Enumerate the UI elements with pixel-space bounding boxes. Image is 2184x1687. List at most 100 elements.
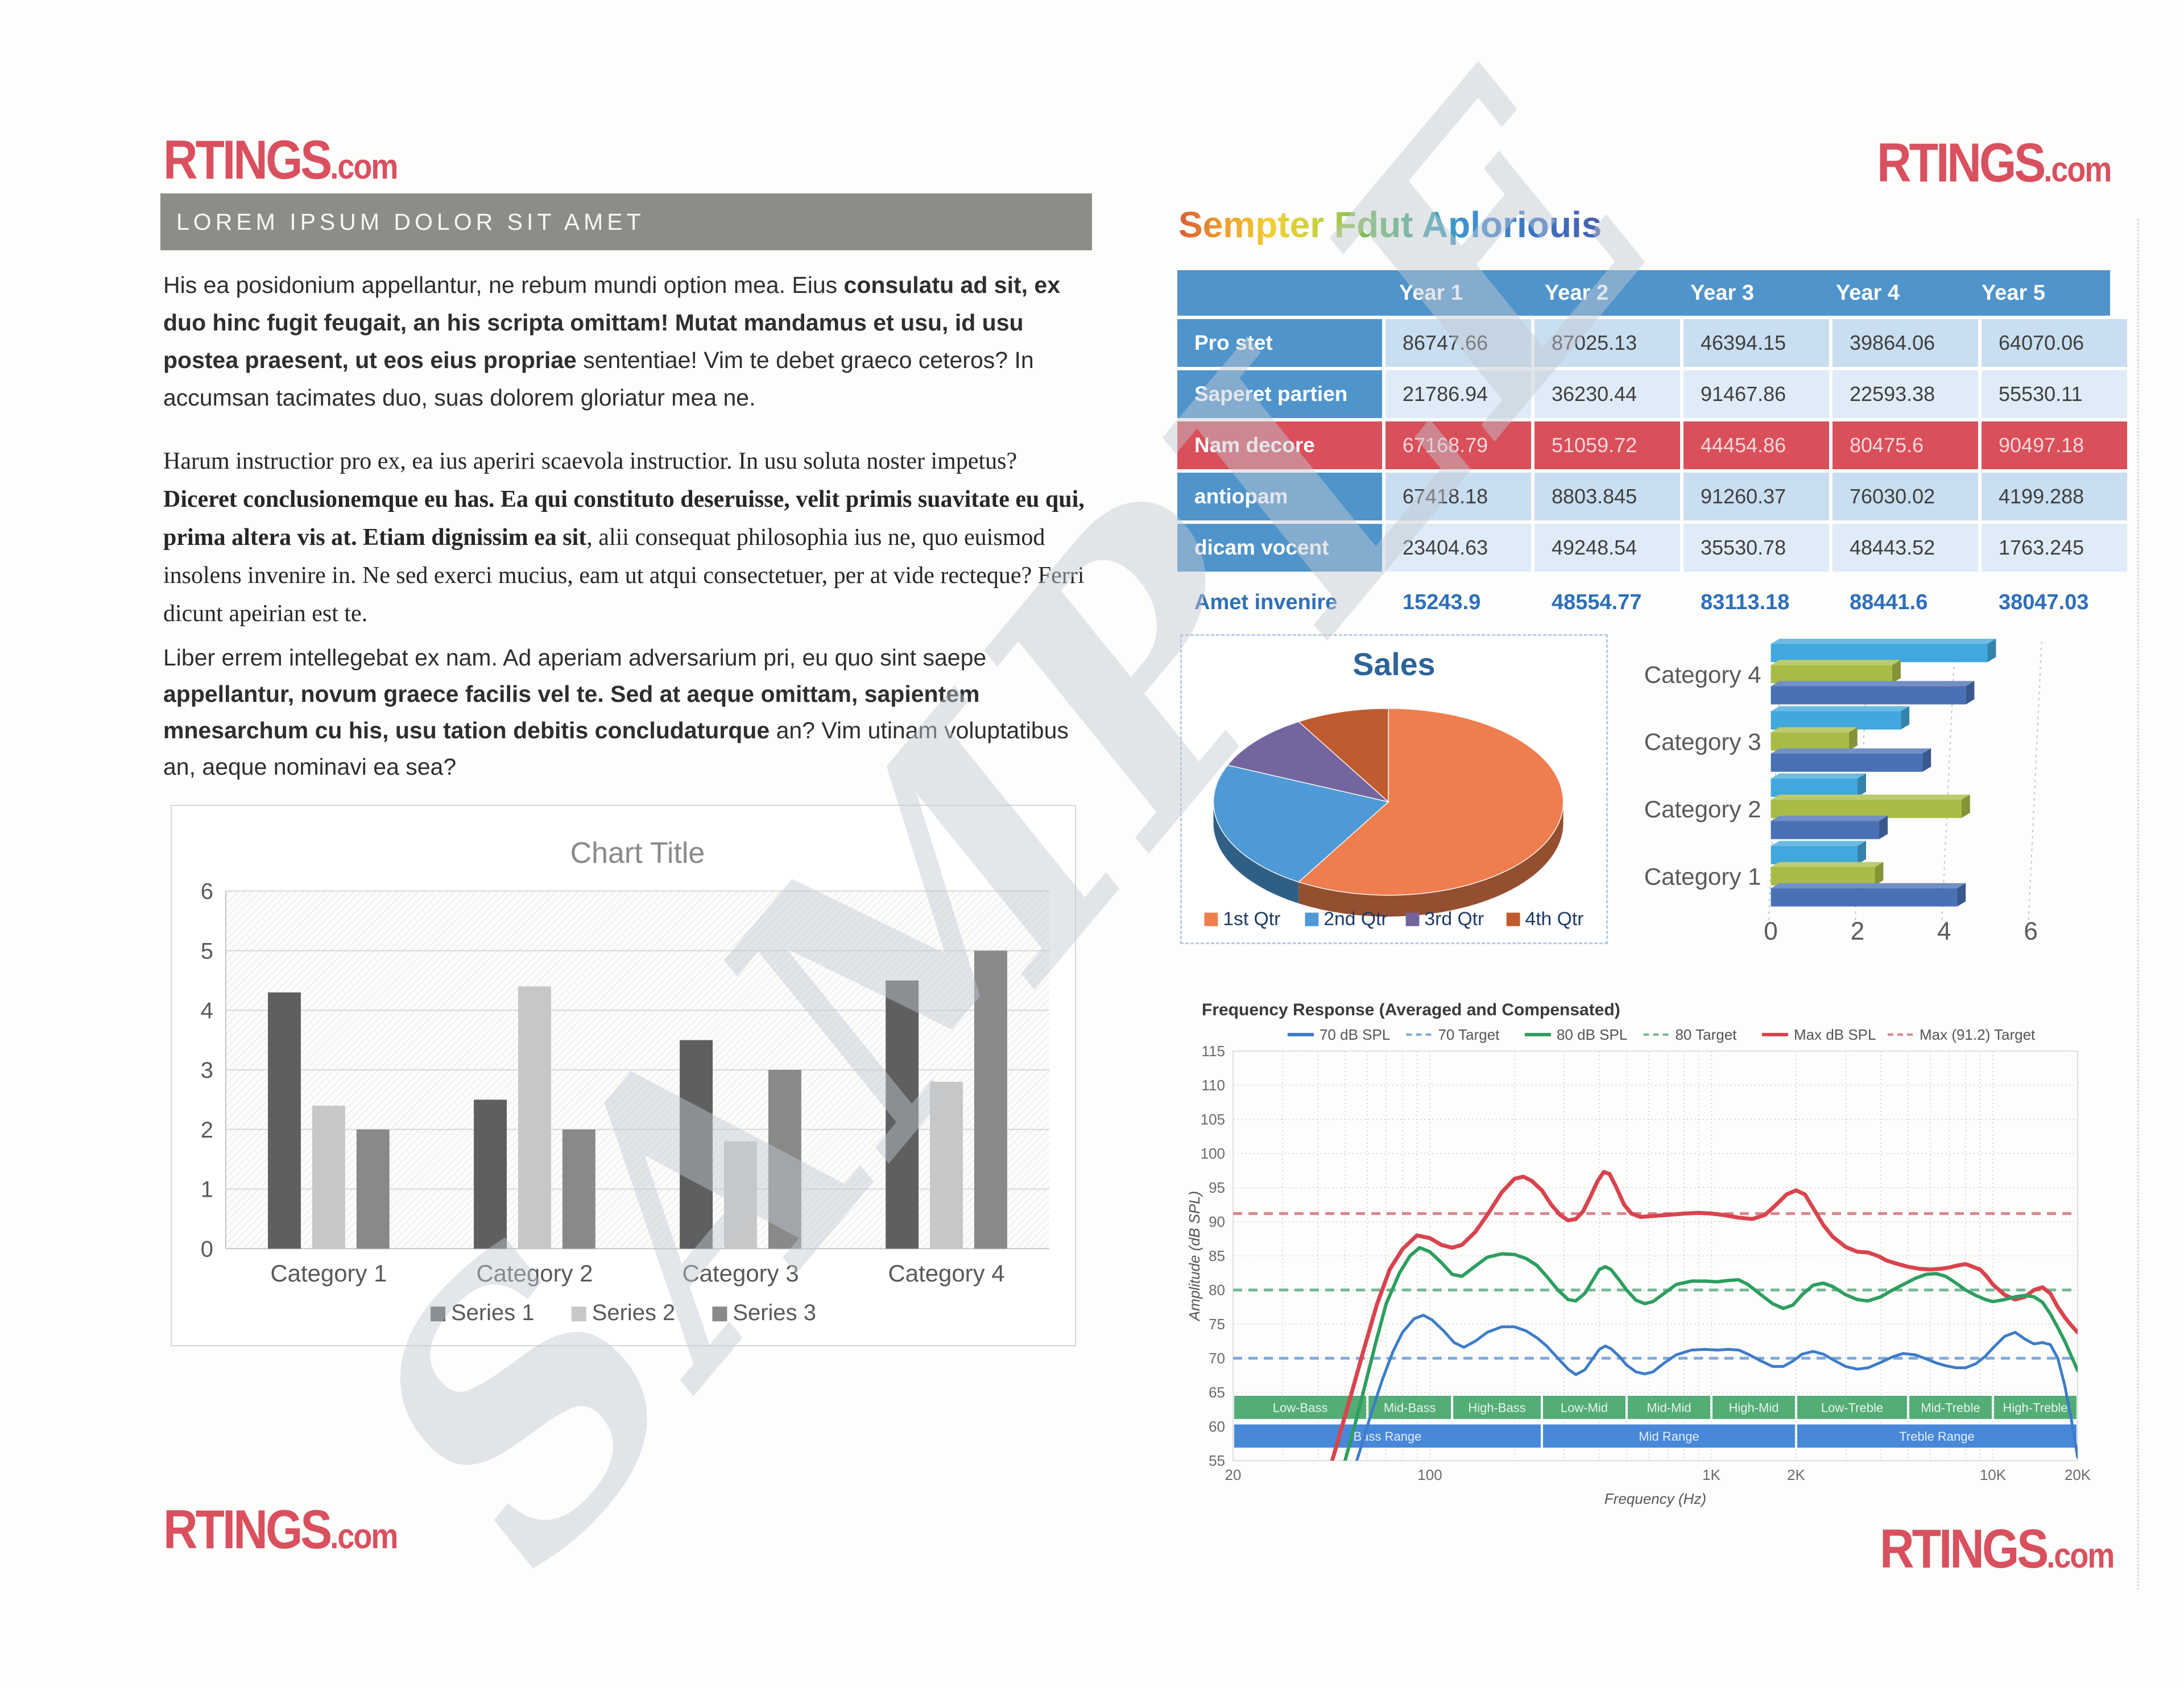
column-chart-box: Chart Title 0 1 2 3 4 5 6 Category 1 Category 2 Ca… (171, 805, 1076, 1346)
bar3d-series3-cat3 (1771, 711, 1901, 730)
band-label: High-Treble (2003, 1400, 2067, 1415)
table-cell: 86747.66 (1385, 319, 1531, 367)
table-cell: 8803.845 (1534, 473, 1680, 520)
rtings-logo-text: RTINGS (163, 129, 332, 191)
bar3d-top (1771, 883, 1966, 888)
bar3d-side (1966, 681, 1975, 705)
y-tick-label: 1 (201, 1177, 213, 1202)
bar3d-chart-box: 0 2 4 6 Category 1 Category 2 Category 3 Catego… (1625, 636, 2127, 944)
bar3d-top (1771, 841, 1866, 846)
band-mid-range (1542, 1424, 1795, 1448)
table-cell: 36230.44 (1534, 370, 1680, 418)
legend-label: 80 dB SPL (1557, 1026, 1627, 1043)
bar3d-top (1771, 795, 1970, 800)
table-cell: 38047.03 (1999, 590, 2089, 614)
category-label: Category 1 (1644, 863, 1761, 890)
table-col-header: Year 4 (1819, 270, 1964, 316)
band-treble-range (1797, 1424, 2077, 1448)
table-col-header: Year 3 (1673, 270, 1819, 316)
table-row: Amet invenire 15243.9 48554.77 83113.18 8844… (1177, 584, 2127, 621)
gridline (1941, 641, 1956, 921)
table-cell: 21786.94 (1385, 370, 1531, 418)
bar3d-top (1771, 727, 1858, 733)
frequency-response-chart-box: Frequency Response (Averaged and Compens… (1185, 991, 2138, 1507)
band-label: Treble Range (1899, 1429, 1974, 1444)
table-cell: 46394.15 (1684, 319, 1829, 367)
table-row: dicam vocent 23404.63 49248.54 35530.78 4844… (1177, 524, 2127, 572)
pie-title: Sales (1352, 647, 1435, 682)
bar3d-side (1957, 883, 1966, 907)
pie-rim (1298, 801, 1563, 917)
legend-swatch (712, 1306, 727, 1322)
text-run-bold: appellantur, novum graece facilis vel te… (163, 681, 980, 743)
column-chart: Chart Title 0 1 2 3 4 5 6 Category 1 Category 2 Ca… (201, 837, 1050, 1325)
bar3d-series1-cat4 (1771, 686, 1966, 705)
bar3d-side (1857, 773, 1866, 797)
right-section-title: Sempter Fdut Aploriouis (1178, 204, 1602, 245)
band-label: Mid Range (1639, 1429, 1699, 1444)
x-tick-label: 1K (1702, 1466, 1720, 1483)
bar-series3-cat2 (562, 1129, 595, 1249)
table-cell: 1763.245 (1982, 524, 2127, 572)
table-cell: 48554.77 (1552, 590, 1642, 614)
band-label: High-Mid (1728, 1400, 1778, 1415)
table-cell: 88441.6 (1850, 590, 1928, 614)
x-tick-label: 20K (2065, 1466, 2091, 1483)
rtings-logo-com: .com (330, 147, 398, 187)
fr-legend: 70 dB SPL 70 Target 80 dB SPL 80 Target Max … (1287, 1026, 2036, 1043)
bar-series2-cat2 (518, 986, 551, 1249)
bar-series1-cat4 (886, 980, 919, 1249)
table-cell: 83113.18 (1701, 590, 1790, 614)
curve-80-db-spl (1343, 1246, 2078, 1461)
bar3d-series3-cat1 (1771, 846, 1858, 865)
y-tick-label: 2 (201, 1118, 213, 1143)
curve-70-db-spl (1355, 1313, 2078, 1461)
y-tick-label: 6 (201, 879, 213, 904)
table-cell: 90497.18 (1982, 421, 2127, 469)
legend-label: 2nd Qtr (1323, 908, 1387, 929)
x-tick-label: 2K (1787, 1466, 1805, 1483)
y-tick-label: 55 (1209, 1452, 1225, 1469)
plot-border (1232, 1051, 2078, 1461)
pie-chart-box: Sales 1st Qtr 2nd Qtr 3rd Qtr 4th Qtr (1180, 634, 1608, 944)
table-cell: 51059.72 (1534, 421, 1680, 469)
rtings-logo-top-right: RTINGS .com (1877, 131, 2112, 195)
legend-label: Max dB SPL (1794, 1026, 1876, 1043)
band-high-bass (1453, 1396, 1541, 1419)
bar-series3-cat1 (356, 1129, 390, 1249)
bar3d-chart: 0 2 4 6 Category 1 Category 2 Category 3 Catego… (1644, 639, 2042, 944)
bar-series1-cat3 (680, 1040, 713, 1249)
band-label: Mid-Treble (1921, 1400, 1980, 1415)
y-tick-label: 115 (1202, 1043, 1225, 1060)
bar3d-top (1771, 706, 1910, 712)
table-cell: 67168.79 (1385, 421, 1531, 469)
bar3d-series2-cat4 (1771, 665, 1892, 684)
rtings-logo-text: RTINGS (1880, 1518, 2049, 1580)
legend-swatch (1506, 912, 1520, 927)
table-row: antiopam 67418.18 8803.845 91260.37 76030.02… (1177, 473, 2127, 520)
table-cell: 49248.54 (1534, 524, 1680, 572)
table-corner-cell (1177, 270, 1382, 316)
x-tick-label: 20 (1225, 1466, 1242, 1483)
rtings-logo-bottom-left: RTINGS .com (163, 1498, 398, 1561)
bar3d-side (1922, 748, 1931, 772)
y-tick-label: 85 (1209, 1247, 1225, 1264)
text-run-bold: consulatu ad sit, ex duo hinc fugit feug… (163, 272, 1061, 373)
bar3d-side (1857, 841, 1866, 865)
band-mid-mid (1627, 1396, 1710, 1419)
bar3d-side (1961, 795, 1970, 818)
y-tick-label: 60 (1209, 1418, 1225, 1435)
bar3d-side (1892, 660, 1901, 684)
bar-series1-cat2 (474, 1099, 507, 1249)
bar3d-top (1771, 639, 1996, 644)
gridline (2028, 641, 2042, 921)
band-high-mid (1712, 1396, 1795, 1419)
text-run: sententiae! Vim te debet graeco ceteros?… (163, 347, 1034, 411)
fr-title: Frequency Response (Averaged and Compens… (1202, 1000, 1620, 1019)
frequency-response-chart: Frequency Response (Averaged and Compens… (1186, 1000, 2091, 1507)
section-banner: LOREM IPSUM DOLOR SIT AMET (160, 193, 1092, 250)
text-run-bold: Diceret conclusionemque eu has. Ea qui c… (163, 486, 1085, 551)
paragraph-1: His ea posidonium appellantur, ne rebum … (163, 266, 1096, 416)
band-label: High-Bass (1468, 1400, 1525, 1415)
bar3d-top (1771, 681, 1975, 687)
